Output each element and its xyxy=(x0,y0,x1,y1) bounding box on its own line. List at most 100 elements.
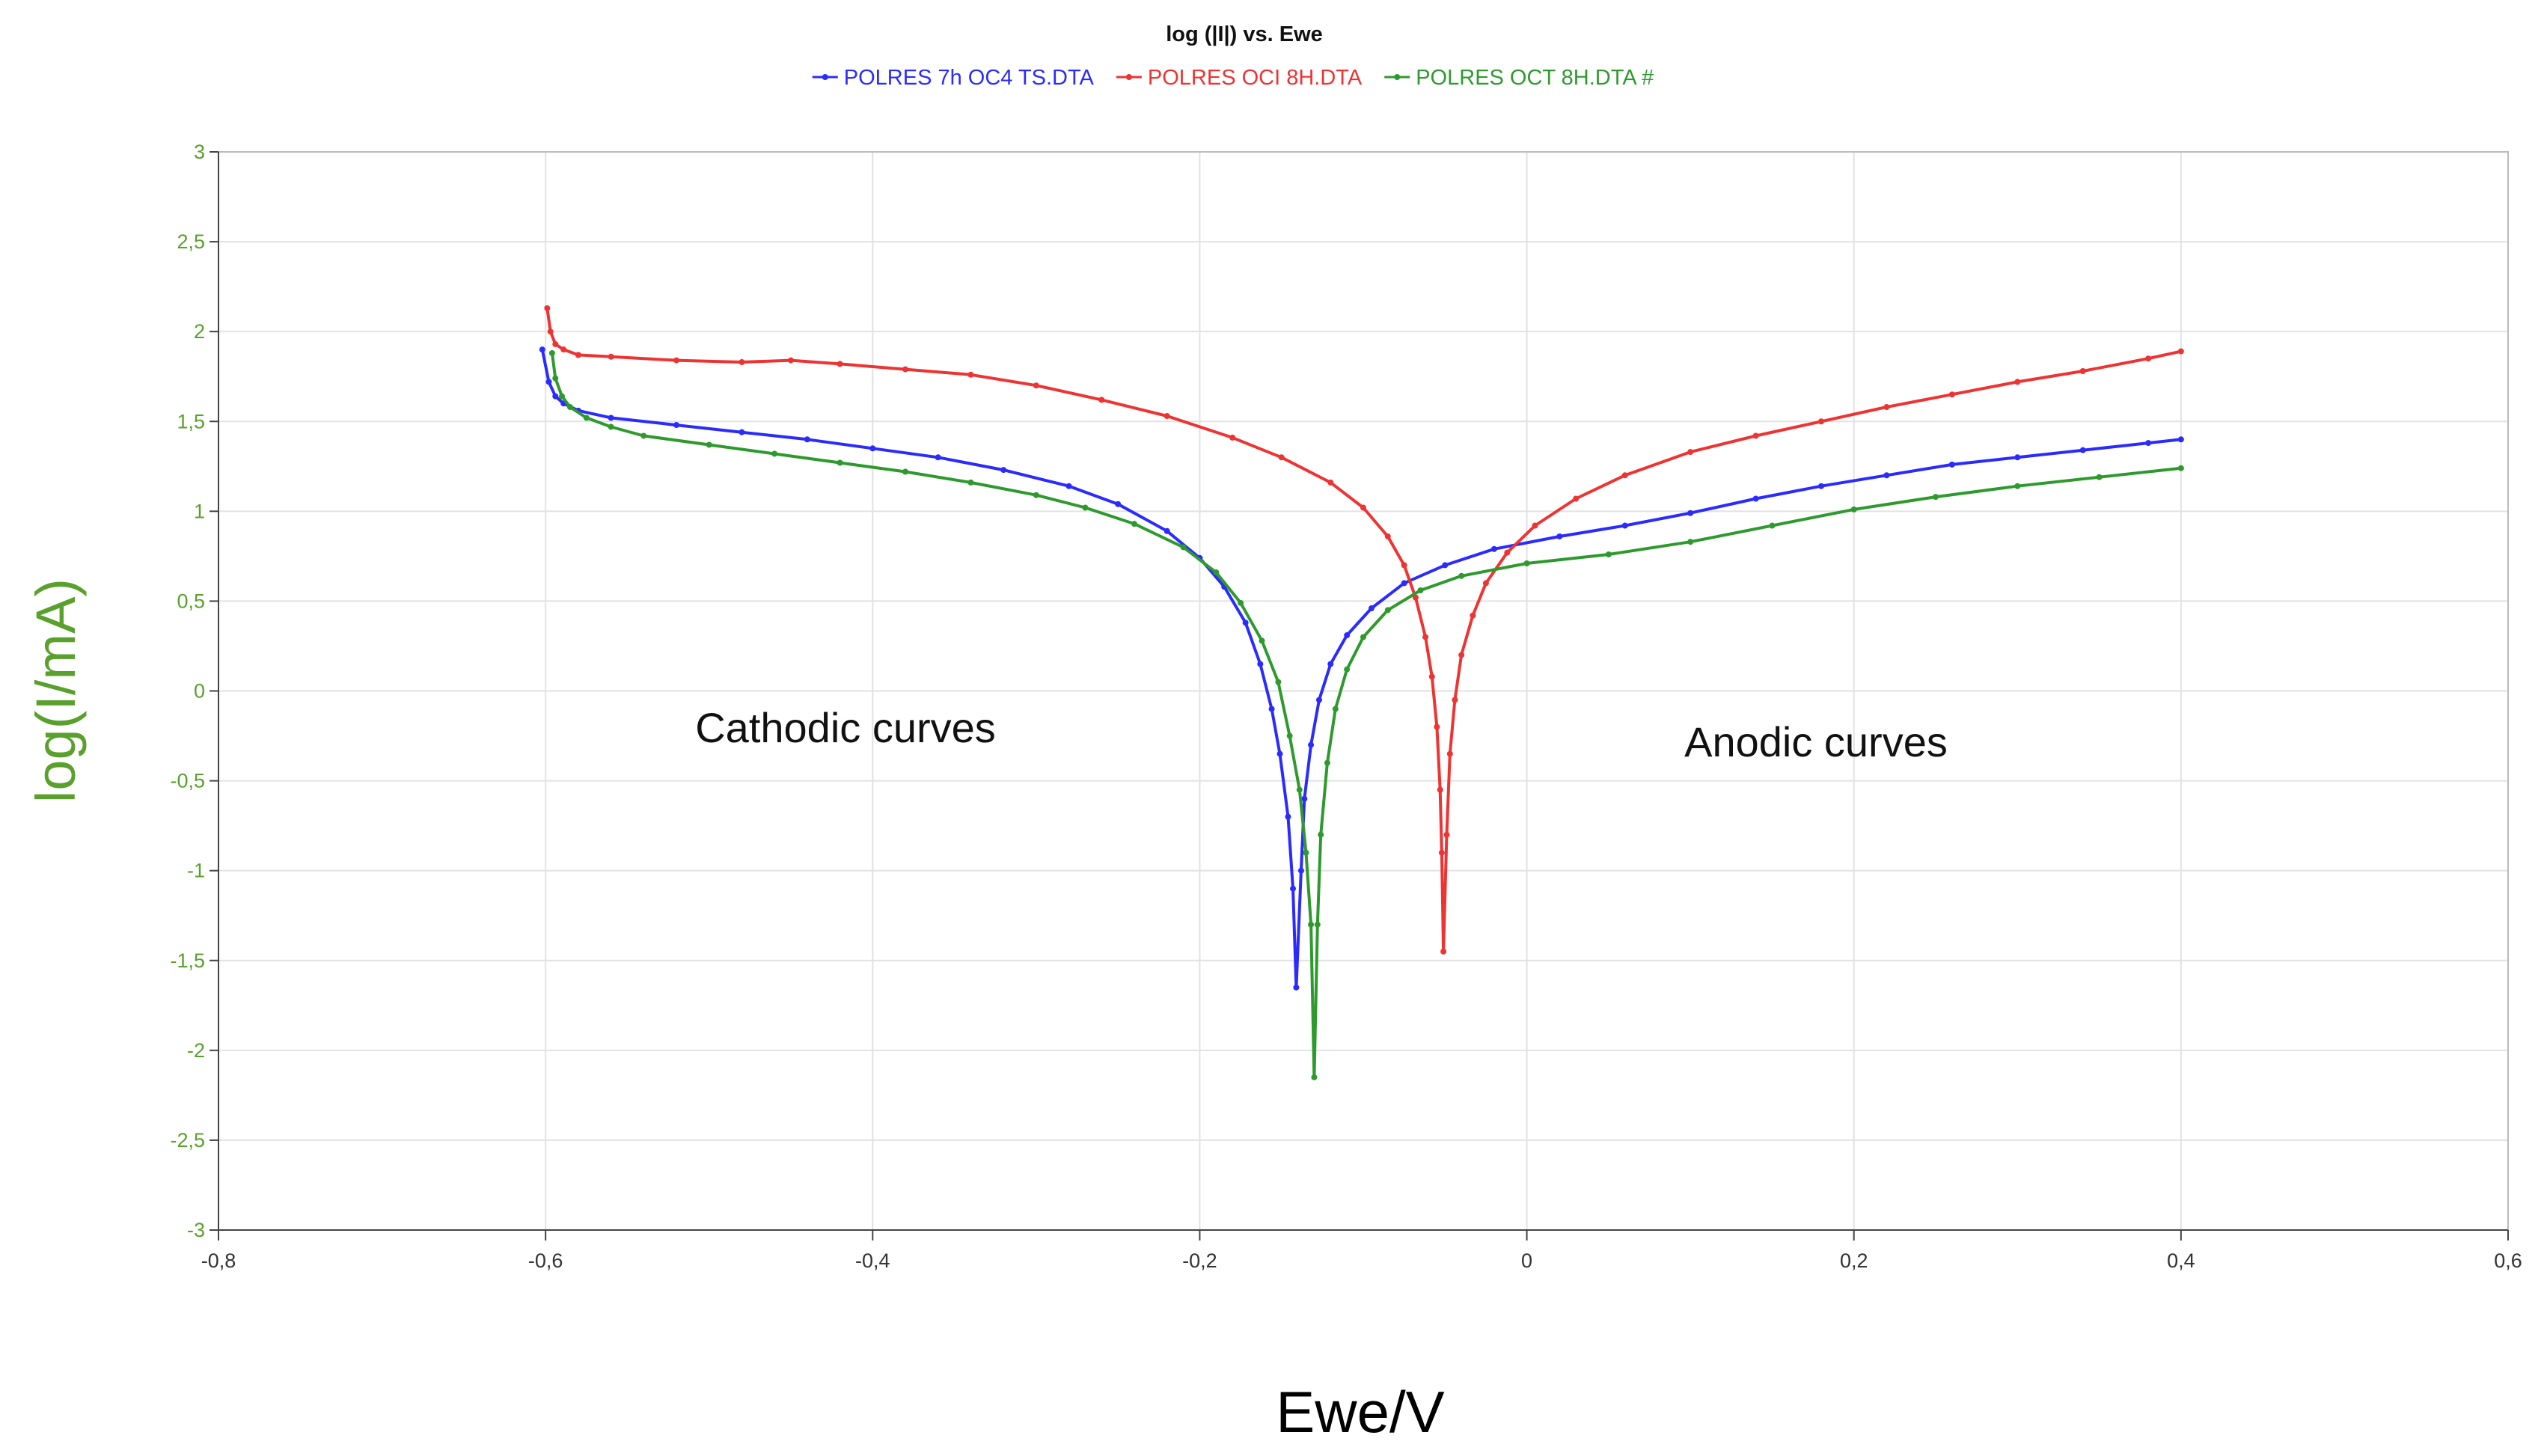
y-tick-label: -2,5 xyxy=(170,1129,205,1151)
data-point xyxy=(2014,454,2021,461)
y-tick-label: -3 xyxy=(187,1219,205,1241)
data-point xyxy=(1933,494,1939,501)
data-point xyxy=(837,459,843,466)
data-point xyxy=(1296,786,1303,793)
data-point xyxy=(552,375,559,382)
data-point xyxy=(1438,849,1445,856)
data-point xyxy=(1428,673,1435,680)
y-tick-label: 3 xyxy=(194,141,205,163)
legend-item-2: POLRES OCI 8H.DTA xyxy=(1116,66,1363,90)
x-tick-label: -0,2 xyxy=(1182,1249,1217,1272)
data-point xyxy=(1164,527,1170,534)
data-point xyxy=(1458,572,1465,579)
y-tick-label: -1,5 xyxy=(170,949,205,972)
x-tick-label: 0,2 xyxy=(1840,1249,1868,1272)
y-tick-label: 1,5 xyxy=(177,410,205,432)
data-point xyxy=(1303,849,1309,856)
data-point xyxy=(1948,461,1955,468)
data-point xyxy=(2177,436,2184,443)
data-point xyxy=(1268,706,1275,712)
data-point xyxy=(1417,587,1424,594)
data-point xyxy=(1504,549,1511,556)
data-point xyxy=(1818,483,1824,489)
data-point xyxy=(2096,474,2103,480)
data-point xyxy=(1401,562,1407,569)
data-point xyxy=(1065,483,1072,489)
y-tick-label: 0 xyxy=(194,680,205,703)
data-point xyxy=(1213,569,1220,575)
legend-marker xyxy=(1394,74,1401,80)
y-tick-label: 1 xyxy=(194,500,205,522)
data-point xyxy=(1297,867,1304,874)
legend-label: POLRES OCT 8H.DTA # xyxy=(1416,66,1654,90)
data-point xyxy=(673,357,679,364)
data-point xyxy=(902,468,908,475)
data-point xyxy=(1437,786,1443,793)
data-point xyxy=(1327,479,1334,486)
data-point xyxy=(608,353,614,360)
data-point xyxy=(2014,483,2021,489)
data-point xyxy=(545,379,552,385)
y-tick-label: -2 xyxy=(187,1039,205,1062)
data-point xyxy=(1257,661,1264,667)
data-point xyxy=(1532,522,1538,529)
data-point xyxy=(935,454,941,461)
data-point xyxy=(1422,634,1429,640)
data-point xyxy=(1883,472,1890,479)
data-point xyxy=(1687,539,1694,545)
data-point xyxy=(566,404,573,411)
data-point xyxy=(739,358,745,365)
data-point xyxy=(1458,652,1465,658)
data-point xyxy=(1229,434,1236,441)
chart-title: log (|I|) vs. Ewe xyxy=(1166,22,1323,46)
data-point xyxy=(1360,634,1366,640)
y-tick-label: -0,5 xyxy=(170,770,205,792)
x-tick-label: -0,4 xyxy=(855,1249,890,1272)
axes: 3 2,5 2 1,5 1 0,5 0 -0,5 -1 -1,5 -2 -2,5 -3 -0,8 -0,6 -… xyxy=(170,141,2522,1272)
data-point xyxy=(640,432,647,439)
data-point xyxy=(1523,560,1530,566)
series-group xyxy=(539,305,2184,1080)
data-point xyxy=(739,429,745,435)
data-point xyxy=(2145,355,2152,362)
data-point xyxy=(1275,679,1282,685)
data-point xyxy=(1818,418,1824,425)
data-point xyxy=(608,415,614,421)
y-tick-label: 0,5 xyxy=(177,590,205,612)
data-point xyxy=(1290,885,1297,892)
series-1 xyxy=(539,346,2184,991)
data-point xyxy=(1621,472,1628,479)
data-point xyxy=(1344,632,1351,639)
series-3 xyxy=(548,349,2184,1080)
data-point xyxy=(1327,661,1334,667)
data-point xyxy=(2014,379,2021,385)
data-point xyxy=(1368,605,1375,612)
data-point xyxy=(1082,504,1089,511)
data-point xyxy=(1605,551,1612,557)
data-point xyxy=(1276,750,1283,757)
data-point xyxy=(1443,831,1450,838)
data-point xyxy=(1470,612,1476,619)
data-point xyxy=(2177,348,2184,355)
data-point xyxy=(1278,454,1285,461)
data-point xyxy=(1769,522,1776,529)
data-point xyxy=(1442,562,1449,569)
data-point xyxy=(1573,495,1580,502)
data-point xyxy=(2145,440,2152,447)
data-point xyxy=(804,436,810,443)
data-point xyxy=(1752,432,1759,439)
data-point xyxy=(1360,504,1366,511)
legend-item-1: POLRES 7h OC4 TS.DTA xyxy=(812,66,1095,90)
data-point xyxy=(1948,391,1955,398)
data-point xyxy=(1440,948,1447,955)
data-point xyxy=(1115,501,1122,507)
data-point xyxy=(771,450,778,457)
grid xyxy=(218,151,2509,1231)
data-point xyxy=(1324,759,1330,766)
data-point xyxy=(560,346,567,353)
data-point xyxy=(1242,620,1249,626)
data-point xyxy=(1687,510,1694,516)
data-point xyxy=(559,393,565,400)
